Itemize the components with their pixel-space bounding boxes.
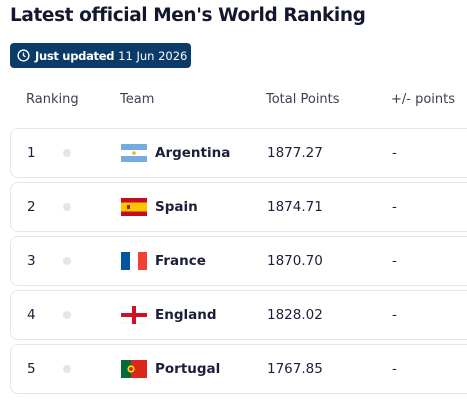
points-change: -	[392, 253, 397, 269]
points: 1870.70	[267, 253, 323, 269]
page-title: Latest official Men's World Ranking	[10, 5, 366, 26]
badge-date: 11 Jun 2026	[118, 48, 188, 63]
rank: 5	[27, 361, 36, 377]
column-header: +/- points	[391, 92, 456, 107]
rank: 1	[27, 145, 36, 161]
ranking-row[interactable]: 3 France 1870.70 -	[10, 236, 467, 286]
status-dot	[63, 149, 71, 157]
column-header: Ranking	[26, 92, 79, 107]
flag	[121, 252, 147, 270]
team: England	[155, 307, 217, 323]
points-change: -	[392, 307, 397, 323]
update-badge: Just updated 11 Jun 2026	[10, 43, 191, 68]
status-dot	[63, 203, 71, 211]
ranking-row[interactable]: 1 Argentina 1877.27 -	[10, 128, 467, 178]
team: France	[155, 253, 206, 269]
team: Portugal	[155, 361, 221, 377]
team: Argentina	[155, 145, 231, 161]
clock-icon	[17, 49, 30, 62]
flag	[121, 360, 147, 378]
column-header: Total Points	[266, 92, 340, 107]
flag	[121, 306, 147, 324]
flag	[121, 144, 147, 162]
team: Spain	[155, 199, 198, 215]
flag	[121, 198, 147, 216]
points-change: -	[392, 361, 397, 377]
ranking-row[interactable]: 4 England 1828.02 -	[10, 290, 467, 340]
status-dot	[63, 311, 71, 319]
points-change: -	[392, 145, 397, 161]
status-dot	[63, 365, 71, 373]
status-dot	[63, 257, 71, 265]
rank: 4	[27, 307, 36, 323]
points: 1767.85	[267, 361, 323, 377]
points-change: -	[392, 199, 397, 215]
badge-label: Just updated	[35, 48, 115, 63]
ranking-row[interactable]: 2 Spain 1874.71 -	[10, 182, 467, 232]
column-header: Team	[120, 92, 155, 107]
ranking-row[interactable]: 5 Portugal 1767.85 -	[10, 344, 467, 394]
points: 1874.71	[267, 199, 323, 215]
points: 1877.27	[267, 145, 323, 161]
rank: 3	[27, 253, 36, 269]
points: 1828.02	[267, 307, 323, 323]
rank: 2	[27, 199, 36, 215]
